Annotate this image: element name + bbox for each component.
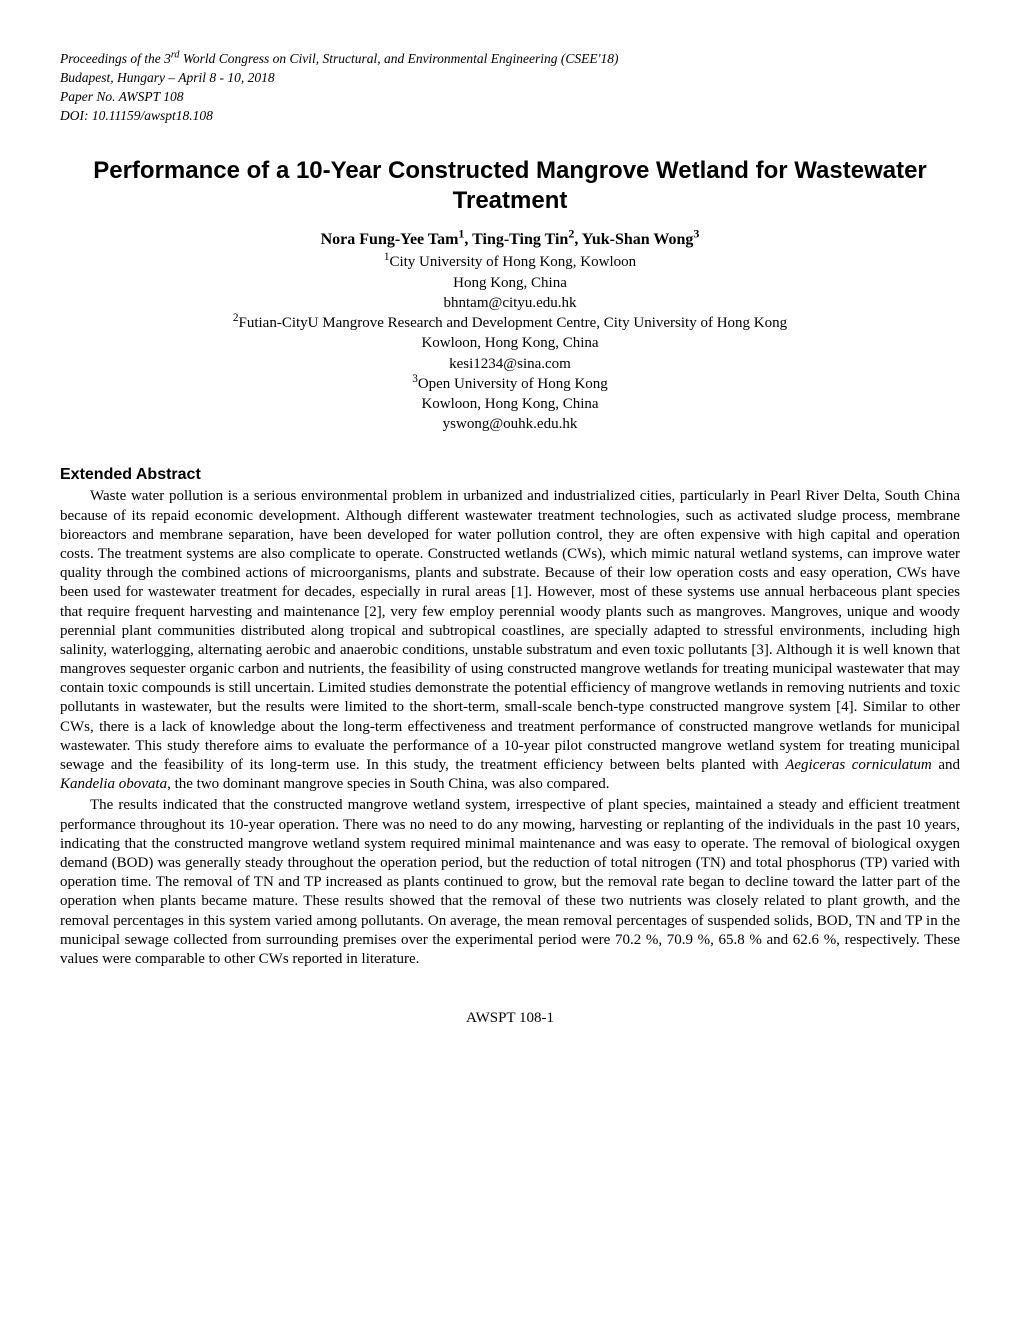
aff-2-line1: Futian-CityU Mangrove Research and Devel… [238,315,787,331]
paper-title: Performance of a 10-Year Constructed Man… [60,156,960,216]
proc-line4: DOI: 10.11159/awspt18.108 [60,108,213,123]
aff-3-line1: Open University of Hong Kong [418,376,608,392]
proceedings-header: Proceedings of the 3rd World Congress on… [60,50,960,126]
aff-1-line2: Hong Kong, China [453,275,567,291]
page-footer: AWSPT 108-1 [60,1009,960,1029]
proc-line2: Budapest, Hungary – April 8 - 10, 2018 [60,70,275,85]
author-3-sup: 3 [693,226,699,240]
para1-italic-1: Aegiceras corniculatum [785,757,932,773]
author-2: Ting-Ting Tin [472,231,568,248]
proc-line1-prefix: Proceedings of the 3 [60,51,171,66]
abstract-paragraph-2: The results indicated that the construct… [60,796,960,969]
author-1: Nora Fung-Yee Tam [321,231,459,248]
author-sep-1: , [464,231,472,248]
para1-a: Waste water pollution is a serious envir… [60,488,960,773]
section-heading: Extended Abstract [60,465,960,486]
proc-line1-suffix: World Congress on Civil, Structural, and… [179,51,618,66]
affiliations-block: 1City University of Hong Kong, Kowloon H… [60,252,960,434]
author-sep-2: , [574,231,581,248]
aff-2-email: kesi1234@sina.com [449,356,571,372]
authors-line: Nora Fung-Yee Tam1, Ting-Ting Tin2, Yuk-… [60,230,960,251]
para1-italic-2: Kandelia obovata [60,776,167,792]
proc-line3: Paper No. AWSPT 108 [60,89,184,104]
aff-1-email: bhntam@cityu.edu.hk [444,295,577,311]
aff-3-line2: Kowloon, Hong Kong, China [421,396,598,412]
abstract-paragraph-1: Waste water pollution is a serious envir… [60,487,960,794]
aff-2-line2: Kowloon, Hong Kong, China [421,335,598,351]
aff-3-email: yswong@ouhk.edu.hk [443,416,578,432]
para1-b: and [932,757,960,773]
para1-c: , the two dominant mangrove species in S… [167,776,609,792]
aff-1-line1: City University of Hong Kong, Kowloon [389,254,636,270]
author-3: Yuk-Shan Wong [582,231,694,248]
